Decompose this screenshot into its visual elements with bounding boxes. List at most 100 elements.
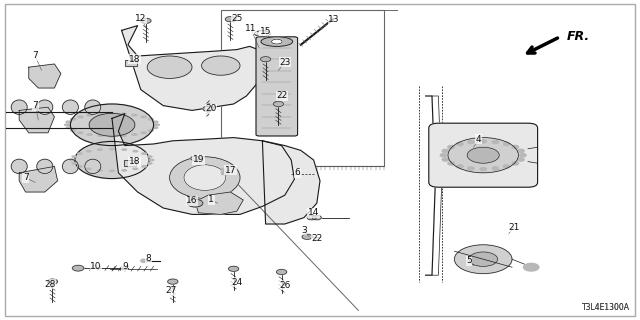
Circle shape	[448, 138, 518, 173]
Ellipse shape	[109, 135, 115, 137]
Polygon shape	[195, 192, 243, 214]
Circle shape	[191, 156, 200, 161]
Ellipse shape	[148, 130, 154, 131]
Text: T3L4E1300A: T3L4E1300A	[582, 303, 630, 312]
Ellipse shape	[77, 166, 82, 167]
Circle shape	[492, 167, 499, 170]
Circle shape	[520, 154, 526, 157]
Text: 7: 7	[33, 101, 38, 110]
Ellipse shape	[97, 170, 102, 171]
FancyBboxPatch shape	[429, 123, 538, 187]
Text: 12: 12	[135, 14, 147, 23]
Ellipse shape	[72, 156, 77, 157]
Circle shape	[524, 263, 539, 271]
Bar	[125, 60, 137, 66]
Circle shape	[518, 158, 524, 161]
Ellipse shape	[132, 134, 137, 135]
Ellipse shape	[66, 127, 71, 128]
Text: 27: 27	[166, 286, 177, 295]
Circle shape	[468, 140, 474, 144]
Circle shape	[147, 56, 192, 78]
Circle shape	[307, 215, 316, 220]
Polygon shape	[29, 64, 61, 88]
Ellipse shape	[150, 159, 154, 161]
Circle shape	[141, 18, 151, 23]
Ellipse shape	[87, 134, 92, 135]
Circle shape	[72, 265, 84, 271]
Polygon shape	[426, 96, 435, 275]
Ellipse shape	[170, 157, 240, 198]
Circle shape	[492, 140, 499, 144]
Circle shape	[457, 142, 463, 146]
Ellipse shape	[37, 100, 53, 114]
FancyBboxPatch shape	[256, 37, 298, 136]
Text: 7: 7	[33, 52, 38, 60]
Ellipse shape	[72, 163, 77, 164]
Text: 11: 11	[245, 24, 257, 33]
Ellipse shape	[86, 168, 91, 170]
Ellipse shape	[84, 159, 101, 173]
Ellipse shape	[63, 159, 79, 173]
Circle shape	[468, 167, 474, 170]
Text: 18: 18	[129, 55, 140, 64]
Ellipse shape	[63, 100, 79, 114]
Circle shape	[168, 279, 178, 284]
Ellipse shape	[133, 168, 138, 170]
Text: 10: 10	[90, 262, 102, 271]
Text: 9: 9	[122, 262, 127, 271]
Ellipse shape	[110, 148, 115, 150]
Circle shape	[442, 158, 449, 161]
Bar	[221, 168, 228, 174]
Text: 25: 25	[231, 14, 243, 23]
Polygon shape	[19, 166, 58, 192]
Ellipse shape	[78, 132, 83, 133]
Text: 23: 23	[279, 58, 291, 67]
Ellipse shape	[141, 132, 146, 133]
Circle shape	[448, 145, 454, 148]
Ellipse shape	[142, 166, 147, 167]
Text: T3L4E1300A: T3L4E1300A	[582, 303, 630, 312]
Circle shape	[457, 165, 463, 168]
Circle shape	[273, 101, 284, 107]
Circle shape	[225, 17, 236, 22]
Polygon shape	[19, 107, 54, 133]
Ellipse shape	[98, 135, 103, 136]
Ellipse shape	[148, 118, 154, 120]
Ellipse shape	[84, 100, 101, 114]
Circle shape	[312, 215, 321, 220]
Ellipse shape	[132, 114, 137, 116]
Circle shape	[70, 104, 154, 146]
Ellipse shape	[147, 163, 152, 164]
Text: 22: 22	[311, 234, 323, 243]
Ellipse shape	[37, 159, 53, 173]
Text: FR.: FR.	[566, 30, 589, 43]
Text: 24: 24	[231, 278, 243, 287]
Ellipse shape	[121, 113, 126, 115]
Ellipse shape	[77, 153, 82, 154]
Polygon shape	[122, 26, 266, 110]
Ellipse shape	[78, 116, 83, 118]
Ellipse shape	[153, 121, 158, 123]
Bar	[124, 160, 136, 166]
Text: 18: 18	[129, 157, 140, 166]
Bar	[125, 60, 137, 66]
Text: 7: 7	[23, 173, 28, 182]
Circle shape	[47, 279, 58, 284]
Circle shape	[89, 113, 135, 136]
Text: 13: 13	[328, 15, 340, 24]
Ellipse shape	[11, 100, 28, 114]
Circle shape	[512, 162, 518, 165]
Ellipse shape	[184, 165, 226, 190]
Ellipse shape	[110, 170, 115, 172]
Circle shape	[467, 147, 499, 163]
Ellipse shape	[133, 150, 138, 152]
Circle shape	[228, 266, 239, 271]
Circle shape	[188, 199, 203, 207]
Ellipse shape	[70, 159, 74, 161]
Text: 22: 22	[276, 92, 287, 100]
Text: 17: 17	[225, 166, 236, 175]
Circle shape	[440, 154, 447, 157]
Circle shape	[468, 252, 498, 267]
Text: 1: 1	[209, 196, 214, 204]
Circle shape	[480, 140, 486, 143]
